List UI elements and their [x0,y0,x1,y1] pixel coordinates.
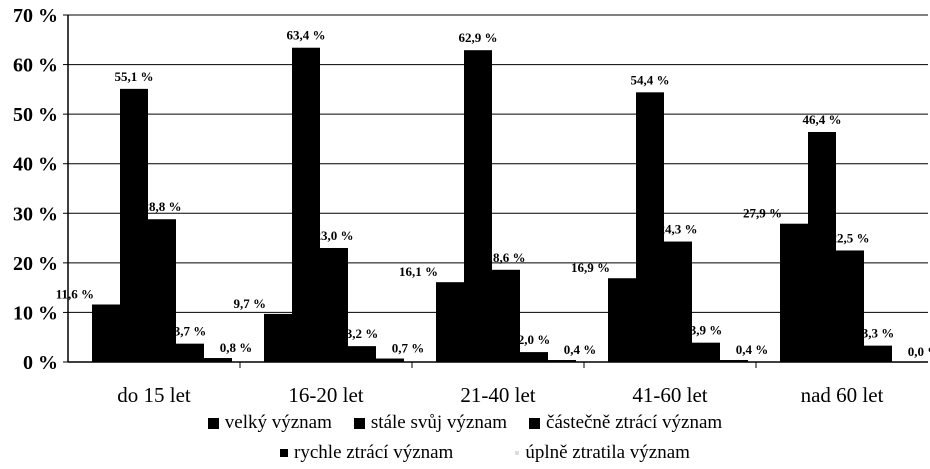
legend-row-2: rychle ztrácí význam úplně ztratila význ… [0,438,930,468]
bar-4 [720,360,748,362]
legend-label-stale-svuj-vyznam: stále svůj význam [370,412,508,433]
data-label: 23,0 % [315,228,354,243]
data-label: 3,9 % [690,323,723,338]
bar-1 [120,88,148,363]
bar-0 [92,304,120,362]
x-category-label: 16-20 let [288,383,363,407]
data-label: 3,3 % [862,326,895,341]
legend-swatch-velky-vyznam [207,417,219,429]
bar-3 [692,342,720,362]
bar-1 [292,47,320,363]
y-tick-label: 0 % [23,352,58,374]
bar-2 [492,269,520,362]
data-label: 54,4 % [631,72,670,87]
data-label: 0,0 % [908,344,930,359]
legend-item-uplne-ztratila-vyznam: úplně ztratila význam [515,442,690,464]
data-label: 16,1 % [399,264,438,279]
bar-4 [548,360,576,362]
legend-label-velky-vyznam: velký význam [224,412,332,433]
bar-3 [176,343,204,362]
data-label: 28,8 % [143,199,182,214]
bar-3 [520,352,548,362]
legend-row-1: velký význam stále svůj význam částečně … [0,408,930,438]
bar-4 [376,358,404,362]
data-labels: 11,6 % 55,1 % 28,8 % 3,7 % 0,8 % 9,7 % 63,4 % 2… [56,28,930,359]
y-tick-label: 60 % [13,55,58,77]
bar-4 [204,358,232,362]
bar-1 [636,92,664,363]
bar-2 [836,250,864,362]
legend-swatch-rychle-ztraci-vyznam [280,449,289,457]
data-label: 22,5 % [831,230,870,245]
data-label: 9,7 % [234,296,267,311]
data-label: 18,6 % [487,250,526,265]
y-tick-label: 20 % [13,253,58,275]
data-label: 0,4 % [736,342,769,357]
legend-label-castecne-ztraci-vyznam: částečně ztrácí význam [546,412,723,433]
x-category-label: do 15 let [117,383,191,407]
legend: velký význam stále svůj význam částečně … [0,408,930,468]
y-tick-label: 10 % [13,302,58,324]
legend-swatch-stale-svuj-vyznam [353,417,365,429]
data-label: 55,1 % [115,69,154,84]
y-tick-label: 40 % [13,154,58,176]
bar-3 [348,346,376,362]
data-label: 0,8 % [220,340,253,355]
x-category-label: nad 60 let [801,383,884,407]
bars [92,47,920,363]
legend-item-stale-svuj-vyznam: stále svůj význam [353,412,508,434]
legend-label-rychle-ztraci-vyznam: rychle ztrácí význam [294,442,454,463]
legend-item-velky-vyznam: velký význam [207,412,332,434]
bar-0 [780,223,808,362]
data-label: 2,0 % [518,332,551,347]
legend-label-uplne-ztratila-vyznam: úplně ztratila význam [525,442,690,463]
legend-item-rychle-ztraci-vyznam: rychle ztrácí význam [280,442,453,464]
bar-1 [464,50,492,363]
bar-0 [264,313,292,362]
data-label: 0,4 % [564,342,597,357]
data-label: 46,4 % [803,112,842,127]
y-tick-label: 50 % [13,104,58,126]
data-label: 16,9 % [571,260,610,275]
data-label: 11,6 % [56,286,94,301]
legend-swatch-castecne-ztraci-vyznam [529,417,541,429]
bar-2 [148,219,176,362]
data-label: 24,3 % [659,222,698,237]
bar-4 [892,362,920,363]
y-tick-label: 30 % [13,203,58,225]
bar-1 [808,131,836,362]
bar-2 [664,241,692,362]
bar-0 [608,278,636,362]
data-label: 62,9 % [459,30,498,45]
legend-item-castecne-ztraci-vyznam: částečně ztrácí význam [529,412,722,434]
bar-3 [864,345,892,362]
x-category-label: 21-40 let [460,383,535,407]
data-label: 3,2 % [346,326,379,341]
x-category-label: 41-60 let [632,383,707,407]
bar-chart: 0 % 10 % 20 % 30 % 40 % 50 % 60 % 70 % do 15 let… [13,5,930,407]
data-label: 3,7 % [174,324,207,339]
data-label: 0,7 % [392,341,425,356]
data-label: 63,4 % [287,28,326,43]
legend-swatch-uplne-ztratila-vyznam [515,451,520,455]
data-label: 27,9 % [743,206,782,221]
bar-2 [320,247,348,362]
bar-0 [436,282,464,362]
y-tick-label: 70 % [13,5,58,27]
